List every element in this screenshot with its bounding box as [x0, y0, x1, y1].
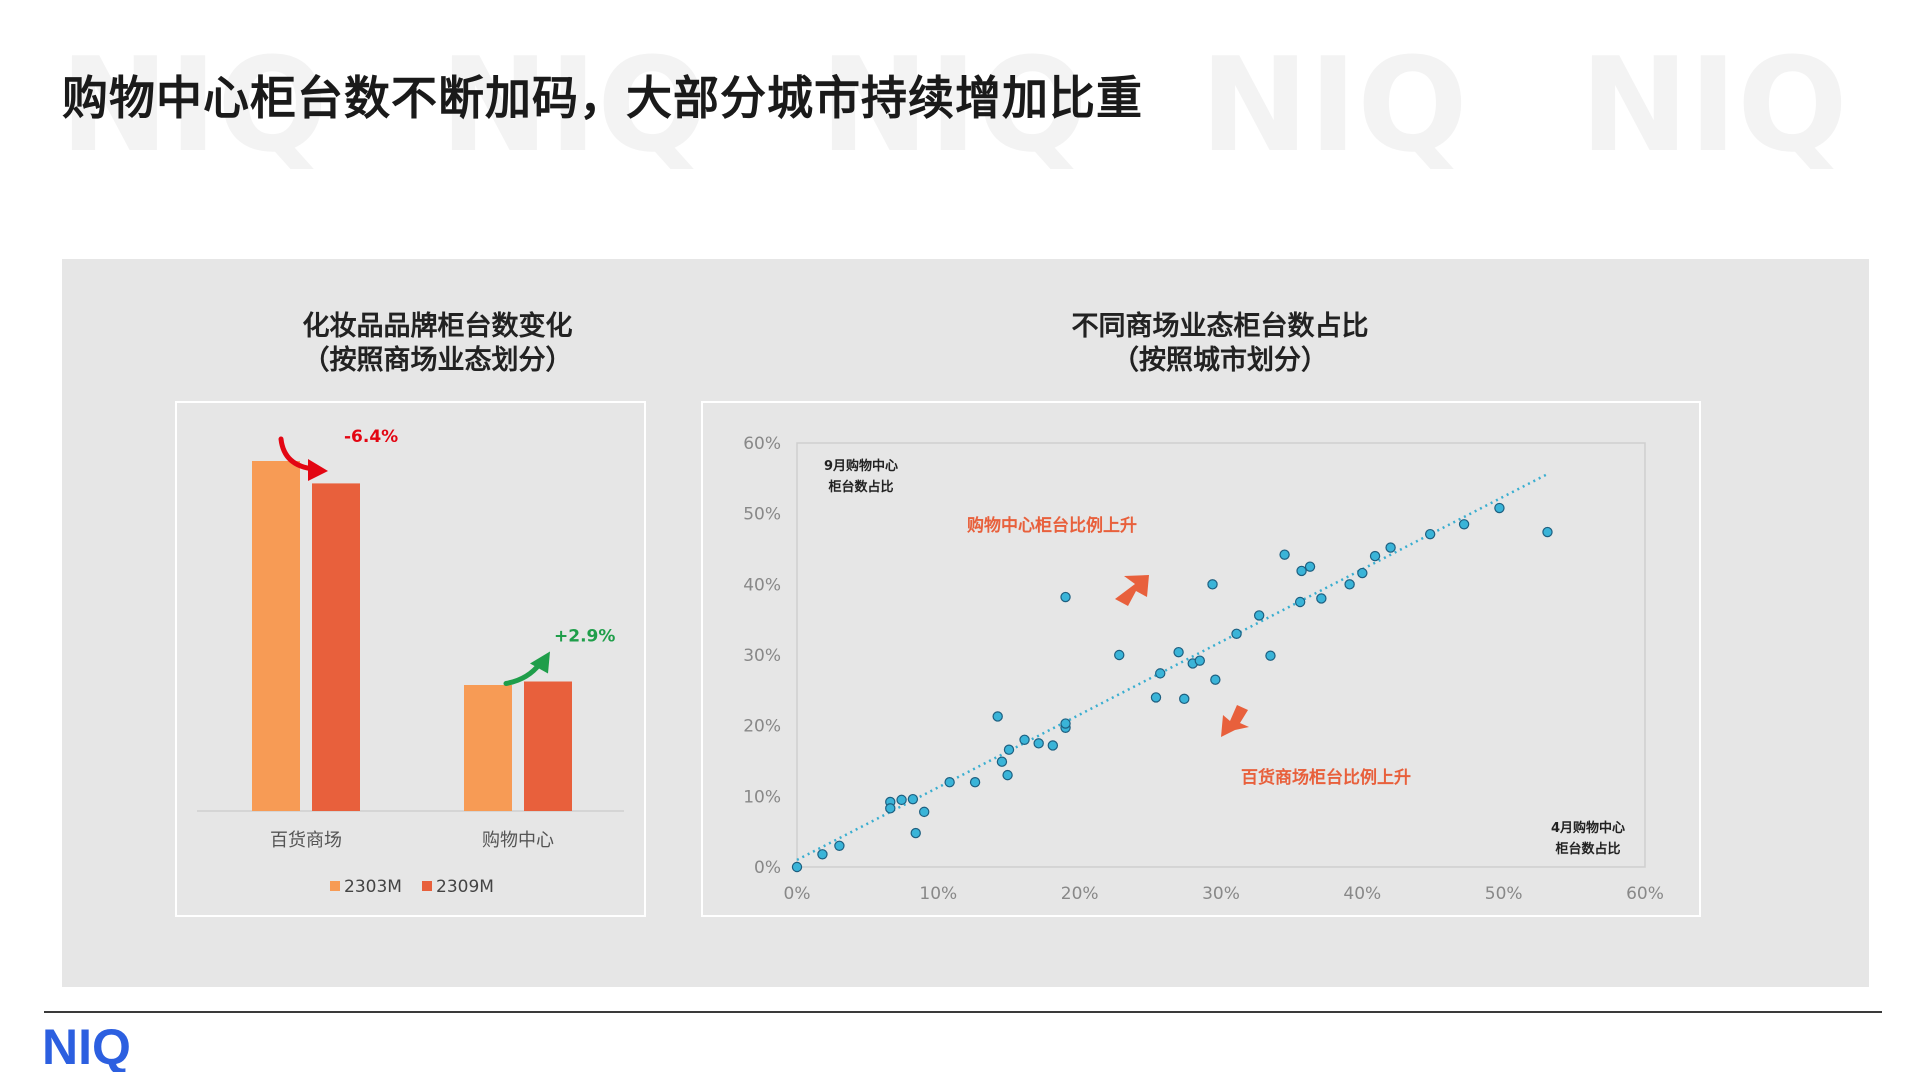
- y-axis-corner-label: 9月购物中心: [824, 458, 898, 474]
- scatter-point: [1047, 740, 1059, 751]
- y-tick-label: 10%: [743, 787, 781, 807]
- page-title: 购物中心柜台数不断加码，大部分城市持续增加比重: [62, 71, 1143, 125]
- scatter-point: [791, 861, 803, 873]
- scatter-point: [1114, 649, 1125, 661]
- bar-2309M-0: [312, 483, 360, 811]
- scatter-point: [817, 849, 828, 860]
- increase-arrow: [503, 661, 543, 686]
- footer-divider: [44, 1011, 1882, 1013]
- scatter-point: [1385, 542, 1396, 553]
- scatter-point: [1033, 738, 1044, 749]
- x-tick-label: 10%: [919, 884, 957, 904]
- scatter-point: [1494, 502, 1505, 514]
- scatter-point: [896, 794, 907, 806]
- bar-2309M-1: [524, 681, 572, 811]
- x-tick-label: 0%: [784, 884, 811, 904]
- legend-label-2309M: 2309M: [436, 877, 494, 897]
- scatter-point: [1279, 549, 1290, 560]
- niq-logo: NIQ: [42, 1022, 131, 1072]
- svg-text:NIQ: NIQ: [1580, 29, 1848, 181]
- increase-label: +2.9%: [554, 627, 615, 647]
- scatter-point: [1155, 668, 1166, 679]
- scatter-point: [910, 827, 921, 839]
- scatter-point: [1179, 693, 1190, 705]
- scatter-point: [1357, 567, 1368, 579]
- scatter-point: [992, 711, 1003, 722]
- bar-2303M-1: [464, 685, 512, 811]
- bar-chart-title-block: 化妆品品牌柜台数变化 （按照商场业态划分）: [175, 310, 700, 378]
- scatter-point: [1194, 655, 1205, 666]
- scatter-point: [1060, 591, 1071, 603]
- x-tick-label: 30%: [1202, 884, 1240, 904]
- dept-rise-label: 百货商场柜台比例上升: [1241, 767, 1411, 788]
- bar-category-label: 百货商场: [270, 830, 342, 851]
- increase-arrow-head: [530, 651, 550, 674]
- scatter-point: [1316, 593, 1327, 604]
- scatter-point: [1207, 579, 1218, 590]
- scatter-point: [885, 803, 896, 814]
- scatter-point: [944, 777, 955, 788]
- scatter-point: [1231, 628, 1242, 639]
- scatter-point: [1369, 550, 1381, 562]
- niq-logo-text: NIQ: [42, 1022, 131, 1072]
- scatter-point: [1210, 674, 1221, 685]
- scatter-point: [834, 840, 845, 851]
- y-tick-label: 40%: [743, 575, 781, 595]
- scatter-point: [1002, 769, 1013, 781]
- scatter-point: [907, 793, 919, 805]
- mall-up-arrow: [1115, 575, 1149, 606]
- y-tick-label: 0%: [754, 858, 781, 878]
- scatter-chart-subtitle: （按照城市划分）: [1112, 345, 1328, 376]
- scatter-point: [1253, 610, 1265, 621]
- scatter-point: [1458, 519, 1470, 530]
- x-tick-label: 50%: [1485, 884, 1523, 904]
- bar-chart: 百货商场 购物中心 -6.4% +2.9% 2303M 2309M: [197, 427, 624, 897]
- scatter-point: [1542, 526, 1553, 538]
- bar-chart-title: 化妆品品牌柜台数变化: [302, 311, 573, 342]
- scatter-chart-panel: 0% 10% 20% 30% 40% 50% 60% 0% 10% 20% 30% 40% 50% 60%…: [701, 401, 1701, 917]
- scatter-chart: 0% 10% 20% 30% 40% 50% 60% 0% 10% 20% 30% 40% 50% 60%…: [743, 434, 1664, 904]
- decrease-arrow-head: [308, 459, 328, 481]
- y-axis-corner-label: 柜台数占比: [827, 479, 893, 495]
- svg-text:NIQ: NIQ: [1200, 29, 1468, 181]
- scatter-point: [1296, 565, 1307, 577]
- y-tick-label: 60%: [743, 434, 781, 454]
- x-tick-label: 40%: [1343, 884, 1381, 904]
- scatter-title-block: 不同商场业态柜台数占比 （按照城市划分）: [930, 310, 1510, 378]
- x-axis-corner-label: 柜台数占比: [1554, 841, 1620, 857]
- scatter-point: [1304, 561, 1316, 572]
- x-tick-label: 20%: [1061, 884, 1099, 904]
- legend-swatch-2303M: [330, 881, 340, 891]
- scatter-point: [996, 756, 1008, 767]
- trendline: [796, 473, 1547, 862]
- scatter-point: [1150, 692, 1162, 703]
- bar-chart-subtitle: （按照商场业态划分）: [302, 345, 573, 376]
- scatter-point: [1173, 646, 1184, 658]
- bar-2303M-0: [252, 461, 300, 811]
- scatter-point: [1424, 528, 1436, 540]
- plot-area-frame: [796, 442, 1646, 868]
- scatter-point: [1003, 744, 1015, 755]
- x-tick-label: 60%: [1626, 884, 1664, 904]
- scatter-point: [1060, 718, 1071, 729]
- y-tick-label: 50%: [743, 505, 781, 525]
- legend-label-2303M: 2303M: [344, 877, 402, 897]
- y-tick-label: 20%: [743, 717, 781, 737]
- scatter-chart-title: 不同商场业态柜台数占比: [1071, 311, 1369, 342]
- scatter-point: [918, 806, 930, 818]
- x-axis-corner-label: 4月购物中心: [1551, 820, 1625, 836]
- mall-rise-label: 购物中心柜台比例上升: [967, 515, 1137, 536]
- legend-swatch-2309M: [422, 881, 432, 891]
- bar-chart-panel: 百货商场 购物中心 -6.4% +2.9% 2303M 2309M: [175, 401, 646, 917]
- dept-down-arrow: [1221, 705, 1249, 737]
- scatter-point: [1344, 579, 1355, 590]
- scatter-point: [969, 777, 981, 788]
- scatter-point: [1294, 596, 1306, 608]
- y-tick-label: 30%: [743, 646, 781, 666]
- scatter-point: [1265, 650, 1276, 661]
- decrease-label: -6.4%: [344, 427, 398, 447]
- scatter-point: [1019, 734, 1030, 745]
- bar-category-label: 购物中心: [482, 830, 554, 851]
